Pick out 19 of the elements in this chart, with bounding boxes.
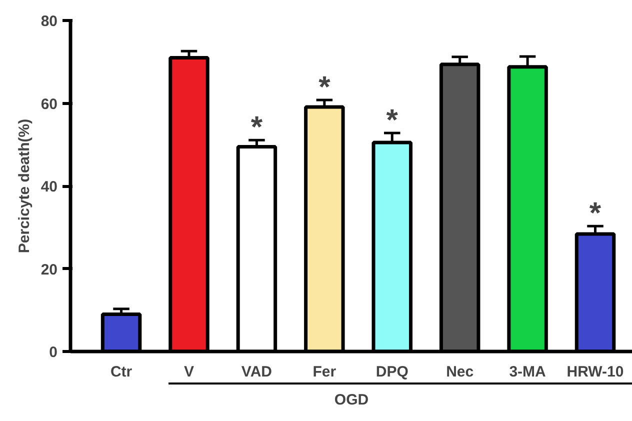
text: OGD [334, 392, 369, 408]
x-tick-label: 3-MA [509, 364, 546, 380]
y-tick-label: 40 [40, 178, 58, 196]
x-tick-label: Nec [446, 364, 474, 380]
annotation: * [589, 197, 602, 230]
x-tick-label: V [184, 364, 194, 380]
y-tick-label: 60 [40, 96, 58, 113]
annotation: * [250, 111, 263, 144]
x-tick-label: DPQ [376, 364, 409, 380]
y-tick-label: 80 [40, 13, 58, 30]
x-tick-label: HRW-10 [566, 364, 624, 380]
annotation: * [318, 70, 331, 104]
y-tick-label: 0 [49, 344, 58, 361]
y-axis-title: Percicyte death(%) [16, 118, 33, 254]
y-tick-label: 20 [40, 261, 58, 278]
x-tick-label: VAD [241, 364, 272, 380]
x-tick-label: Fer [312, 364, 336, 380]
x-tick-label: Ctr [110, 364, 132, 380]
annotation: * [386, 104, 398, 138]
